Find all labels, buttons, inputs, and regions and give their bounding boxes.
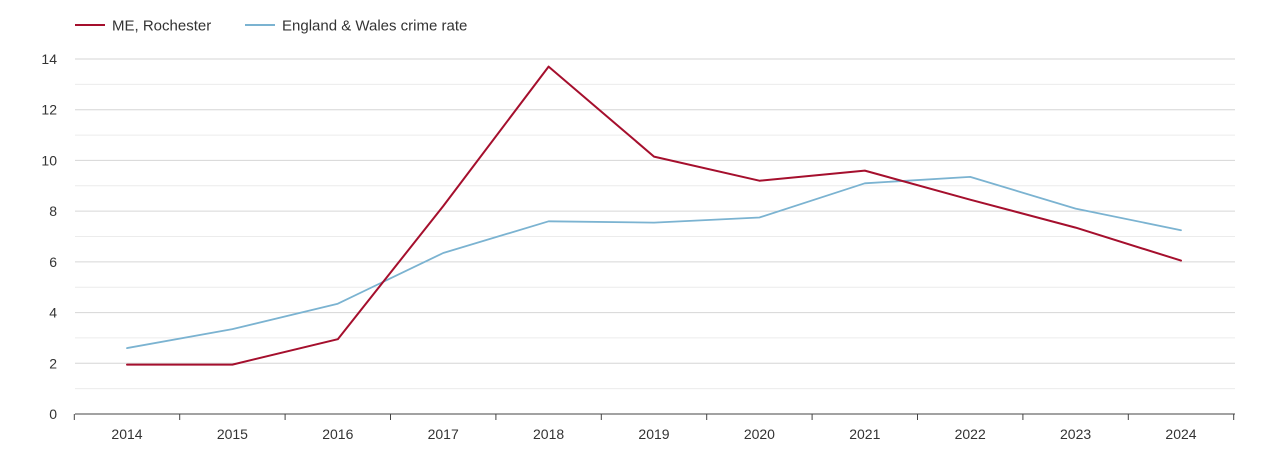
y-axis: 0 2 4 6 8 10 12 14 xyxy=(41,51,57,422)
legend-label: England & Wales crime rate xyxy=(282,18,467,35)
y-tick-label: 8 xyxy=(49,203,57,219)
x-tick-label: 2024 xyxy=(1165,426,1196,442)
y-tick-label: 4 xyxy=(49,305,57,321)
series-line-1 xyxy=(126,175,1182,350)
legend-item[interactable]: England & Wales crime rate xyxy=(245,18,467,35)
y-tick-label: 14 xyxy=(41,51,57,67)
legend: ME, Rochester England & Wales crime rate xyxy=(75,18,467,35)
x-tick-label: 2014 xyxy=(111,426,142,442)
legend-label: ME, Rochester xyxy=(112,18,211,35)
x-tick-label: 2023 xyxy=(1060,426,1091,442)
x-tick-label: 2018 xyxy=(533,426,564,442)
x-axis: 2014 2015 2016 2017 2018 2019 2020 2021 2022 2023… xyxy=(73,413,1235,442)
x-tick-label: 2022 xyxy=(955,426,986,442)
y-tick-label: 10 xyxy=(41,152,57,168)
series-layer xyxy=(126,65,1182,366)
x-tick-label: 2020 xyxy=(744,426,775,442)
legend-item[interactable]: ME, Rochester xyxy=(75,18,211,35)
series-line-0 xyxy=(126,65,1182,366)
x-tick-label: 2016 xyxy=(322,426,353,442)
x-tick-label: 2015 xyxy=(217,426,248,442)
x-tick-label: 2017 xyxy=(428,426,459,442)
y-tick-label: 6 xyxy=(49,254,57,270)
x-tick-label: 2021 xyxy=(849,426,880,442)
y-tick-label: 12 xyxy=(41,102,57,118)
y-tick-label: 0 xyxy=(49,406,57,422)
y-tick-label: 2 xyxy=(49,355,57,371)
x-tick-label: 2019 xyxy=(638,426,669,442)
grid-lines xyxy=(75,58,1235,390)
